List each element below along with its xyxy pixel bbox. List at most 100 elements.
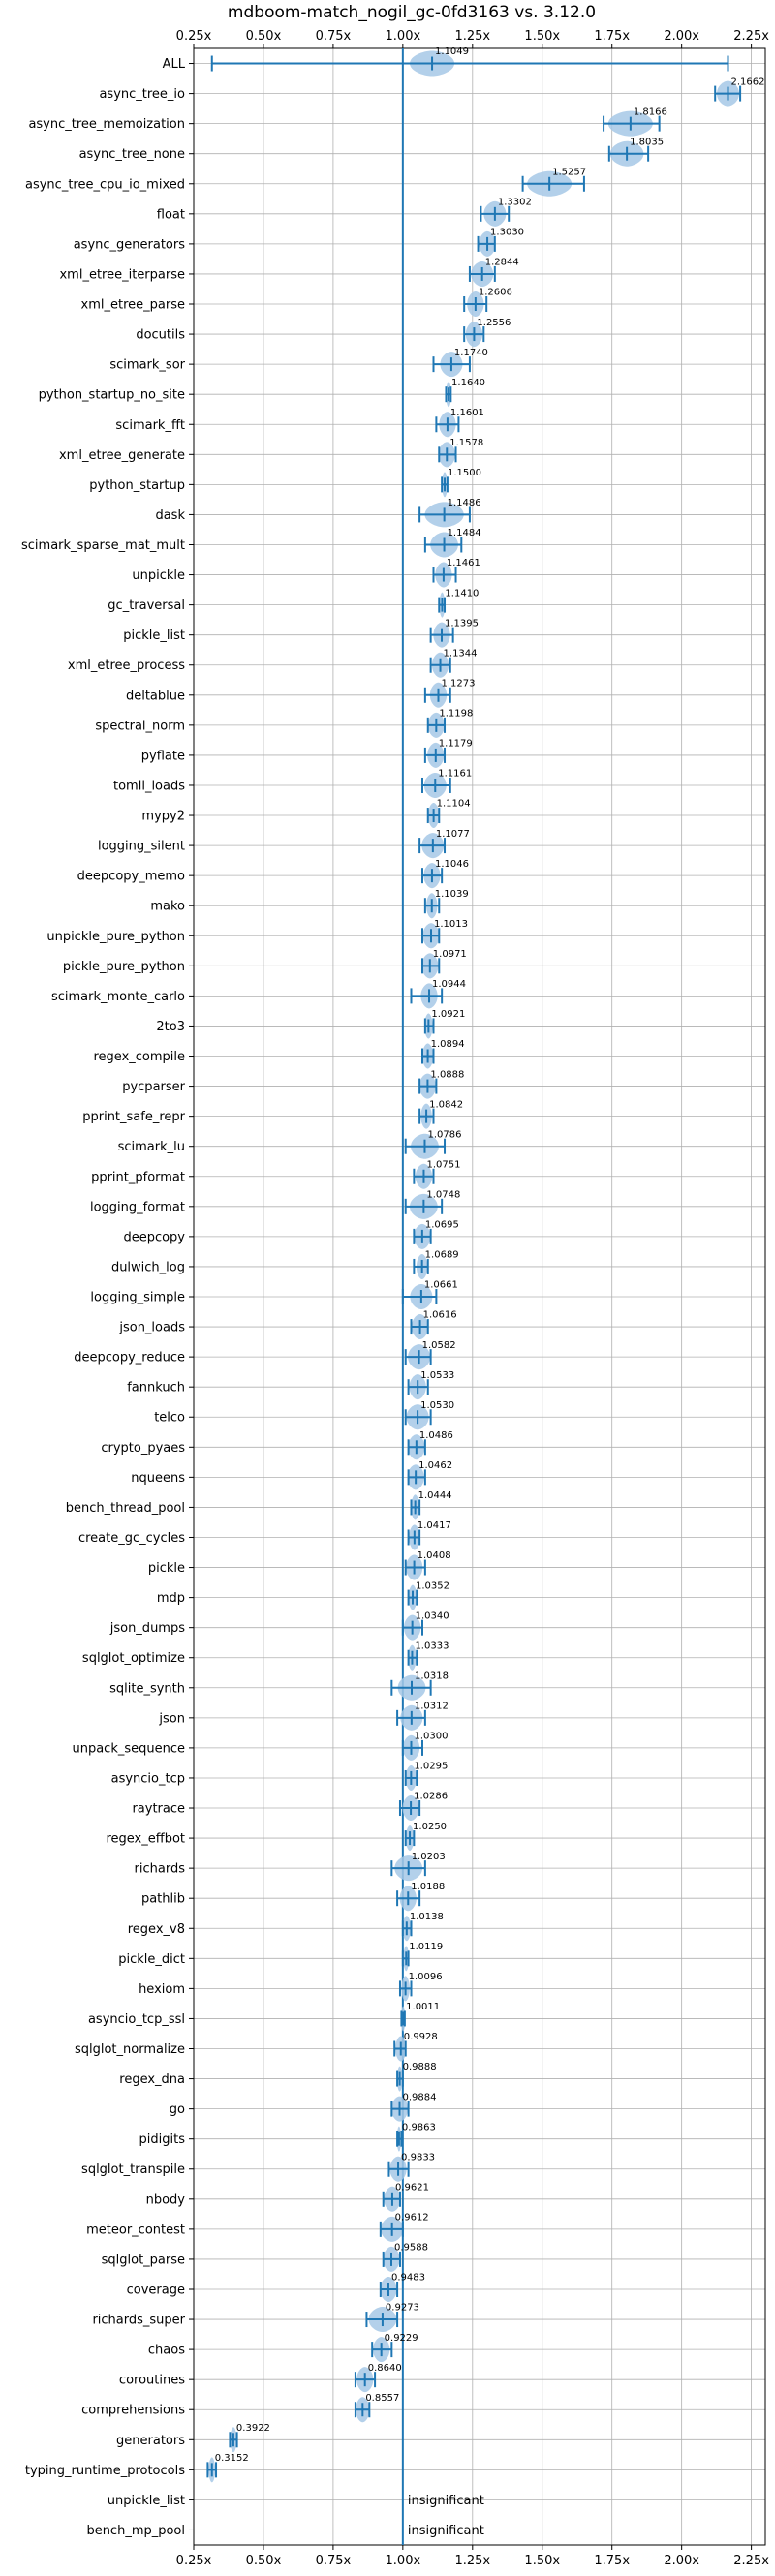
benchmark-label: pprint_pformat (91, 1170, 185, 1184)
value-label: 1.1740 (454, 348, 488, 358)
x-tick-label-top: 1.25x (454, 29, 490, 44)
x-tick-label-top: 1.00x (386, 29, 421, 44)
benchmark-label: asyncio_tcp_ssl (88, 2012, 185, 2027)
benchmark-label: json_dumps (109, 1621, 185, 1636)
value-label: 1.0462 (418, 1460, 452, 1471)
value-label: 1.5257 (552, 167, 586, 177)
value-label: 1.0486 (419, 1430, 453, 1441)
benchmark-label: generators (116, 2434, 185, 2448)
value-label: 1.1049 (435, 46, 469, 57)
value-label: 0.8557 (365, 2393, 399, 2404)
value-label: 1.1344 (444, 648, 478, 659)
benchmark-label: sqlglot_normalize (75, 2042, 185, 2057)
benchmark-label: pidigits (140, 2132, 186, 2147)
value-label: 1.2606 (479, 288, 512, 298)
value-label: 1.0888 (430, 1069, 464, 1080)
benchmark-label: mdp (157, 1591, 185, 1606)
value-label: 1.1013 (434, 919, 468, 930)
value-label: 1.0188 (411, 1882, 445, 1892)
benchmark-label: fannkuch (127, 1381, 185, 1395)
value-label: 1.1500 (448, 468, 481, 478)
value-label: 1.0689 (425, 1250, 459, 1261)
value-label: 1.1484 (448, 528, 481, 538)
value-label: 1.0318 (415, 1671, 449, 1681)
value-label: 1.1273 (441, 678, 475, 689)
benchmark-label: asyncio_tcp (111, 1771, 185, 1786)
benchmark-label: scimark_sparse_mat_mult (21, 538, 185, 553)
benchmark-label: ALL (163, 57, 186, 72)
label-layer: 1.1049 2.1662 1.8166 1.8035 1.5257 1.3302 1.30… (215, 46, 765, 2538)
value-label: 1.1198 (439, 709, 473, 720)
value-label: 1.1161 (438, 769, 472, 780)
benchmark-label: scimark_sor (109, 358, 185, 373)
benchmark-label: async_tree_none (79, 147, 185, 162)
x-tick-label-bottom: 0.75x (316, 2554, 352, 2568)
benchmark-label: tomli_loads (113, 779, 185, 793)
benchmark-label: hexiom (139, 1982, 185, 1997)
benchmark-label: pickle_dict (118, 1952, 185, 1967)
benchmark-label: scimark_monte_carlo (51, 990, 185, 1004)
value-label: 1.0748 (426, 1190, 460, 1201)
value-label: 1.0444 (418, 1490, 452, 1501)
value-label: 0.9273 (386, 2303, 419, 2314)
benchmark-label: pickle (148, 1561, 185, 1576)
benchmark-label: deltablue (126, 689, 185, 703)
value-label: 1.1410 (445, 588, 479, 598)
chart-title: mdboom-match_nogil_gc-0fd3163 vs. 3.12.0 (228, 3, 596, 22)
value-label: 0.9928 (404, 2032, 438, 2042)
value-label: 0.9588 (394, 2243, 428, 2254)
benchmark-label: dask (155, 508, 185, 523)
benchmark-label: json (158, 1711, 185, 1726)
benchmark-label: chaos (148, 2344, 185, 2358)
value-label: 1.1640 (451, 378, 485, 388)
x-tick-label-bottom: 0.25x (176, 2554, 212, 2568)
benchmark-label: go (170, 2102, 185, 2117)
benchmark-label: regex_v8 (128, 1922, 185, 1937)
value-label: 1.0408 (418, 1550, 451, 1561)
benchmark-label: nbody (146, 2193, 186, 2207)
x-tick-label-top: 0.25x (176, 29, 212, 44)
value-label: 1.0944 (432, 979, 466, 990)
x-tick-label-top: 0.50x (246, 29, 282, 44)
value-label: 1.1039 (435, 889, 469, 900)
value-label: 1.3030 (490, 228, 524, 238)
value-label: 0.9483 (391, 2273, 425, 2284)
benchmark-label: bench_mp_pool (86, 2524, 185, 2538)
value-label: 1.0661 (424, 1280, 458, 1291)
value-label: 1.0530 (420, 1400, 454, 1411)
value-label: 1.0203 (412, 1852, 446, 1862)
benchmark-label: nqueens (131, 1471, 185, 1486)
value-label: 2.1662 (730, 77, 764, 87)
value-label: 0.9833 (401, 2152, 435, 2162)
value-label: 0.3152 (215, 2453, 249, 2464)
benchmark-label: xml_etree_parse (81, 298, 185, 313)
value-label: 1.0096 (409, 1972, 443, 1982)
value-label: 1.0011 (406, 2002, 440, 2012)
value-label: 1.1601 (450, 408, 484, 418)
value-label: 1.0138 (410, 1912, 444, 1922)
benchmark-label: python_startup_no_site (39, 388, 185, 403)
value-label: 0.8640 (368, 2363, 402, 2374)
value-label: 1.1179 (439, 739, 473, 750)
benchmark-label: pathlib (141, 1892, 185, 1907)
value-label: 1.0751 (426, 1159, 460, 1170)
benchmark-label: logging_silent (98, 840, 185, 854)
benchmark-label: gc_traversal (108, 598, 185, 613)
benchmark-label: sqlglot_transpile (81, 2162, 185, 2177)
benchmark-label: create_gc_cycles (78, 1531, 185, 1546)
benchmark-label: pyflate (141, 749, 185, 763)
benchmark-label: meteor_contest (86, 2223, 185, 2237)
benchmark-label: sqlglot_parse (102, 2253, 185, 2267)
benchmark-label: sqlite_synth (109, 1681, 185, 1696)
benchmark-label: xml_etree_process (68, 659, 185, 673)
benchmark-label: crypto_pyaes (101, 1441, 185, 1456)
value-label: 1.0616 (423, 1310, 457, 1321)
benchmark-label: regex_compile (93, 1050, 185, 1064)
value-label: 1.8166 (634, 107, 667, 117)
benchmark-label: regex_dna (119, 2072, 185, 2087)
value-label: 1.0786 (427, 1129, 461, 1140)
x-tick-label-top: 0.75x (316, 29, 352, 44)
benchmark-label: logging_format (90, 1200, 185, 1214)
value-label: 1.2556 (477, 318, 511, 328)
